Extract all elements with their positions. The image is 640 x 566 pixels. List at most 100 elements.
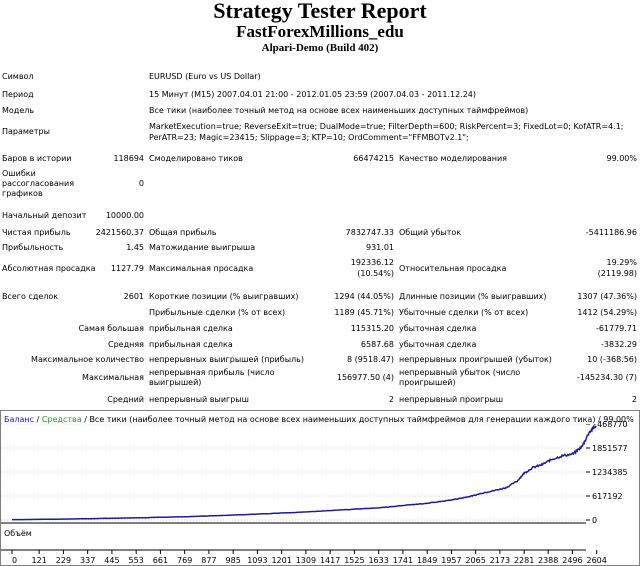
balance-chart: 0 617192 1234385 1851577 2468770 0 121 229 337 4… <box>0 410 640 566</box>
x-tick-label: 337 <box>80 556 95 565</box>
params-line-1: MarketExecution=true; ReverseExit=true; … <box>149 122 624 131</box>
errors-label-1: Ошибки <box>2 169 36 178</box>
x-tick-label: 2065 <box>465 556 485 565</box>
errors-value: 0 <box>138 179 144 188</box>
x-tick-label: 229 <box>56 556 71 565</box>
svg-text:Баланс / Средства: Баланс / Средства / Все тики (наиболее т… <box>4 415 634 424</box>
profit-factor-label: Прибыльность <box>2 243 64 252</box>
expected-payoff-label: Матожидание выигрыша <box>149 243 256 252</box>
y-tick-label: 0 <box>592 516 597 525</box>
long-positions-label: Длинные позиции (% выигравших) <box>399 292 547 301</box>
gross-profit-label: Общая прибыль <box>149 228 217 237</box>
period-value: 15 Минут (M15) 2007.04.01 21:00 - 2012.0… <box>149 90 477 99</box>
loss-trades-label: Убыточные сделки (% от всех) <box>399 308 529 317</box>
x-tick-label: 2173 <box>490 556 510 565</box>
y-tick-label: 2468770 <box>592 420 628 429</box>
symbol-label: Символ <box>2 72 34 81</box>
short-positions-value: 1294 (44.05%) <box>334 292 394 301</box>
average-label: Средняя <box>108 340 144 349</box>
max-consecutive-losses-value: 10 (-368.56) <box>587 355 637 364</box>
maximal-label: Максимальная <box>82 373 144 382</box>
average-profit-value: 6587.68 <box>360 340 394 349</box>
x-tick-label: 121 <box>32 556 47 565</box>
errors-label-3: графиков <box>2 189 43 198</box>
total-trades-label: Всего сделок <box>2 292 59 301</box>
maximum-count-label: Максимальное количество <box>31 355 144 364</box>
max-consecutive-wins-label: непрерывных выигрышей (прибыль) <box>149 355 304 364</box>
relative-drawdown-percent: 19.29% <box>606 258 637 267</box>
long-positions-value: 1307 (47.36%) <box>577 292 637 301</box>
legend-balance: Баланс <box>4 415 34 424</box>
x-tick-label: 1849 <box>417 556 437 565</box>
x-tick-label: 877 <box>201 556 216 565</box>
max-consecutive-profit-label-2: выигрышей) <box>149 378 202 387</box>
total-trades-value: 2601 <box>123 292 144 301</box>
quality-value: 99.00% <box>606 154 637 163</box>
balance-series-line <box>12 425 597 521</box>
average-consecutive-wins-label: непрерывный выигрыш <box>149 395 249 404</box>
x-tick-label: 1525 <box>344 556 364 565</box>
average-loss-label: убыточная сделка <box>399 340 477 349</box>
x-tick-label: 445 <box>104 556 119 565</box>
average-consecutive-losses-label: непрерывный проигрыш <box>399 395 504 404</box>
params-label: Параметры <box>2 127 50 136</box>
max-consecutive-wins-value: 8 (9518.47) <box>347 355 394 364</box>
y-tick-label: 1234385 <box>592 468 628 477</box>
model-value: Все тики (наиболее точный метод на основ… <box>149 106 529 115</box>
x-tick-label: 1309 <box>296 556 316 565</box>
report-title: Strategy Tester Report <box>213 0 427 23</box>
quality-label: Качество моделирования <box>399 154 507 163</box>
net-profit-label: Чистая прибыль <box>2 228 71 237</box>
average-consecutive-label: Средний <box>107 395 144 404</box>
period-label: Период <box>2 90 34 99</box>
legend-equity: Средства <box>42 415 82 424</box>
gross-profit-value: 7832747.33 <box>345 228 394 237</box>
legend-separator-1: / <box>37 415 42 424</box>
symbol-value: EURUSD (Euro vs US Dollar) <box>149 72 261 81</box>
average-consecutive-losses-value: 2 <box>631 395 637 404</box>
expert-name: FastForexMillions_edu <box>236 22 404 41</box>
x-tick-label: 0 <box>12 556 17 565</box>
x-tick-label: 2604 <box>586 556 606 565</box>
server-build: Alpari-Demo (Build 402) <box>261 42 379 54</box>
largest-label: Самая большая <box>78 324 144 333</box>
max-consecutive-profit-value: 156977.50 (4) <box>336 373 394 382</box>
x-tick-label: 2281 <box>514 556 534 565</box>
x-tick-label: 985 <box>226 556 241 565</box>
errors-label-2: рассогласования <box>2 179 75 188</box>
max-consecutive-losses-label: непрерывных проигрышей (убыток) <box>399 355 552 364</box>
gross-loss-label: Общий убыток <box>399 228 462 237</box>
x-tick-label: 1633 <box>368 556 388 565</box>
largest-loss-label: убыточная сделка <box>399 324 477 333</box>
short-positions-label: Короткие позиции (% выигравших) <box>149 292 299 301</box>
ticks-value: 66474215 <box>353 154 394 163</box>
x-tick-label: 1741 <box>393 556 413 565</box>
largest-profit-label: прибыльная сделка <box>149 324 233 333</box>
bars-label: Баров в истории <box>2 154 72 163</box>
max-consecutive-loss-label-2: проигрышей) <box>399 378 456 387</box>
largest-profit-value: 115315.20 <box>350 324 394 333</box>
relative-drawdown-label: Относительная просадка <box>399 264 507 273</box>
x-tick-label: 1417 <box>320 556 340 565</box>
x-tick-label: 553 <box>129 556 144 565</box>
volume-label: Объём <box>4 529 32 538</box>
maximal-drawdown-percent: (10.54%) <box>357 269 394 278</box>
maximal-drawdown-label: Максимальная просадка <box>149 264 254 273</box>
x-tick-label: 769 <box>177 556 192 565</box>
largest-loss-value: -61779.71 <box>595 324 637 333</box>
bars-value: 118694 <box>113 154 144 163</box>
max-consecutive-loss-label-1: непрерывный убыток (число <box>399 368 521 377</box>
x-tick-label: 1093 <box>247 556 267 565</box>
chart-border <box>0 410 640 566</box>
x-tick-label: 1201 <box>271 556 291 565</box>
legend-description: Все тики (наиболее точный метод на основ… <box>89 415 634 424</box>
deposit-label: Начальный депозит <box>2 211 87 220</box>
expected-payoff-value: 931.01 <box>366 243 394 252</box>
gross-loss-value: -5411186.96 <box>585 228 637 237</box>
model-label: Модель <box>2 106 35 115</box>
average-consecutive-wins-value: 2 <box>388 395 394 404</box>
y-tick-label: 617192 <box>592 492 623 501</box>
ticks-label: Смоделировано тиков <box>149 154 243 163</box>
deposit-value: 10000.00 <box>105 211 144 220</box>
profit-factor-value: 1.45 <box>126 243 144 252</box>
